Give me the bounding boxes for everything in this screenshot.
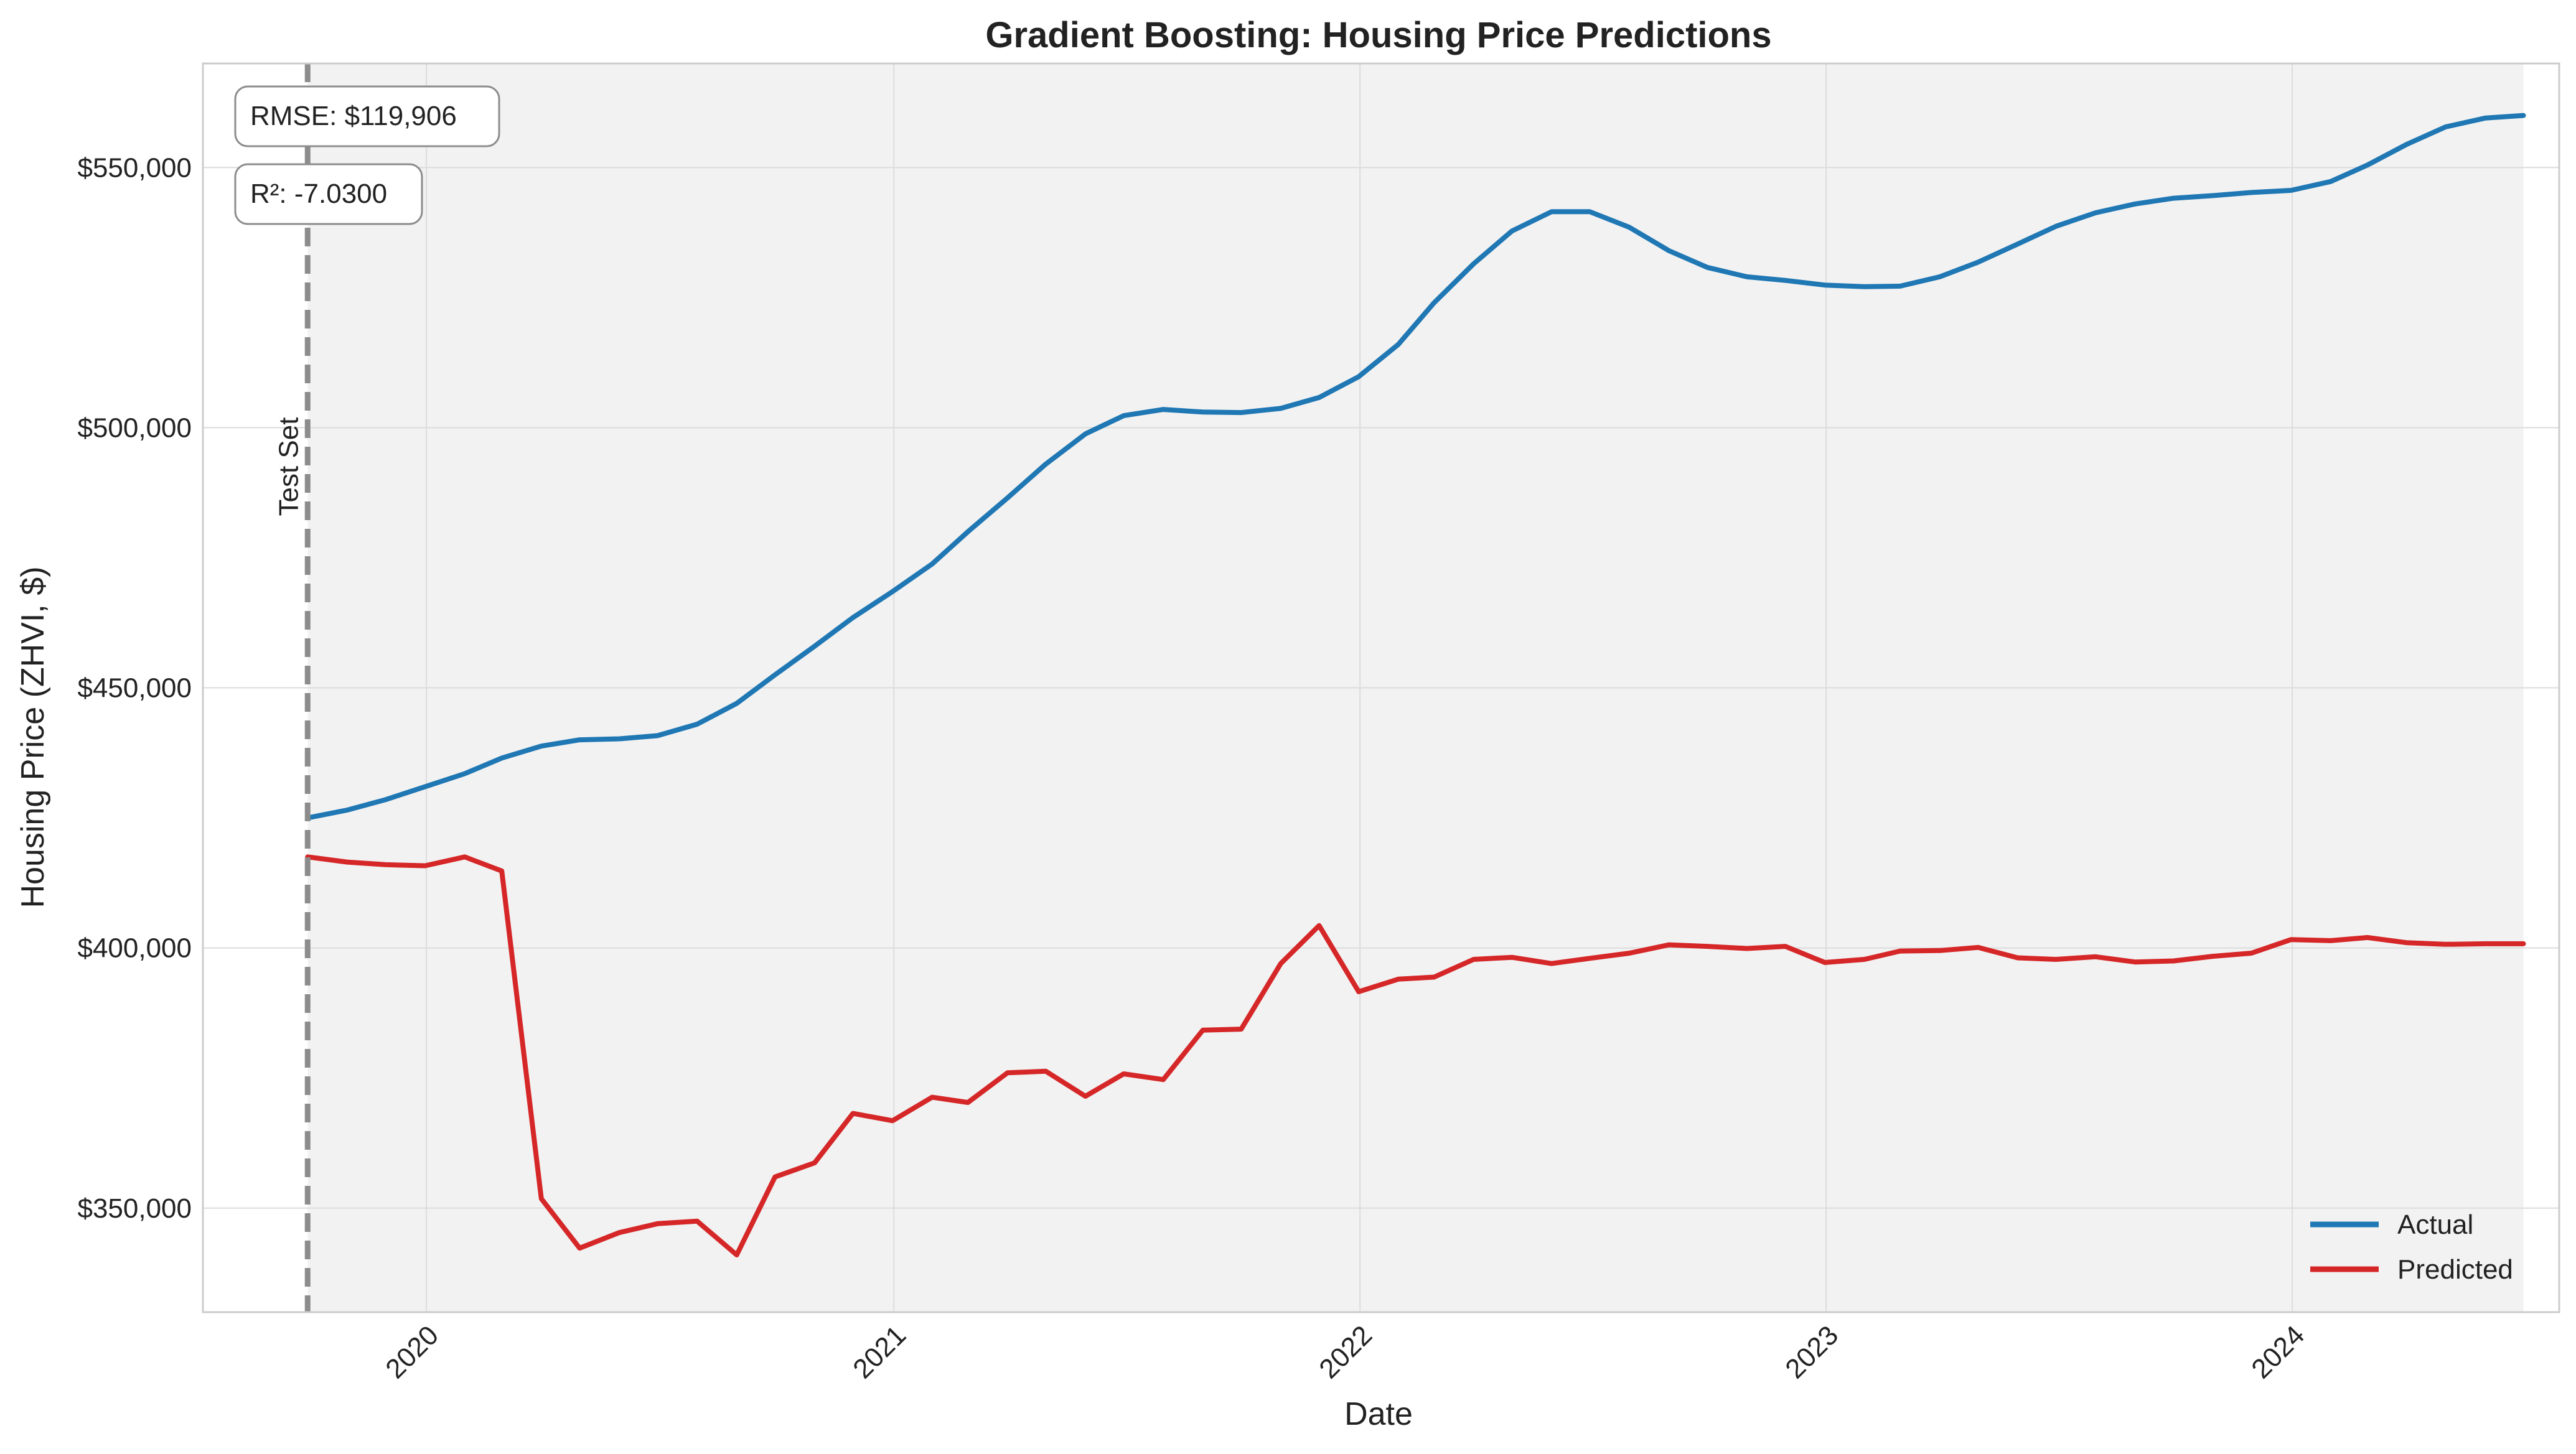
metric-box xyxy=(234,163,423,225)
axes-frame xyxy=(202,62,2560,1313)
y-tick-label: $350,000 xyxy=(77,1193,192,1224)
gridlines xyxy=(203,63,2559,1312)
y-tick-label: $500,000 xyxy=(77,412,192,443)
metric-box xyxy=(234,85,500,147)
test-set-label: Test Set xyxy=(273,417,304,516)
metric-text: RMSE: $119,906 xyxy=(250,101,457,131)
y-tick-label: $550,000 xyxy=(77,152,192,183)
legend-label-actual: Actual xyxy=(2397,1209,2473,1240)
x-axis-label: Date xyxy=(1344,1396,1413,1432)
legend: Actual Predicted xyxy=(2310,1209,2513,1285)
chart-title: Gradient Boosting: Housing Price Predict… xyxy=(985,15,1771,55)
series-layer xyxy=(305,113,2526,1257)
y-axis-label: Housing Price (ZHVI, $) xyxy=(15,566,51,908)
y-tick-label: $450,000 xyxy=(77,673,192,704)
series-line-actual xyxy=(305,113,2526,821)
y-tick-labels: $350,000 $400,000 $450,000 $500,000 $550,000 xyxy=(77,152,192,1224)
y-tick-label: $400,000 xyxy=(77,933,192,964)
legend-label-predicted: Predicted xyxy=(2397,1254,2513,1285)
series-line-predicted xyxy=(305,854,2526,1257)
metric-text: R²: -7.0300 xyxy=(250,179,387,209)
test-set-marker: Test Set xyxy=(273,63,311,1312)
metrics-boxes: RMSE: $119,906 R²: -7.0300 xyxy=(234,85,500,225)
axes xyxy=(202,62,2560,1313)
